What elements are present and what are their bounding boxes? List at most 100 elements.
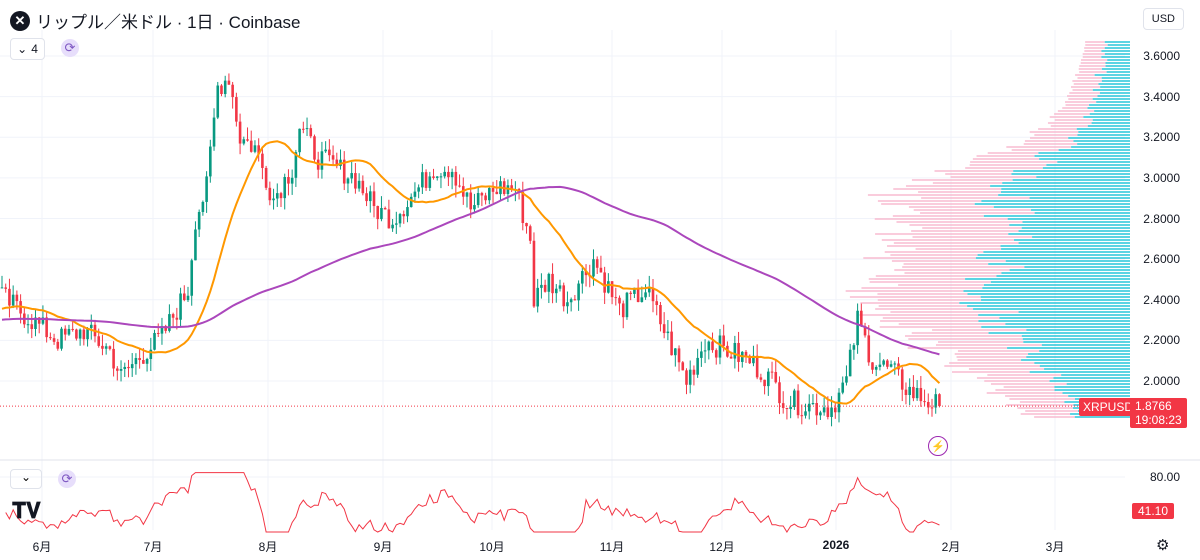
candle-body	[707, 341, 711, 351]
pane-collapse-button[interactable]: ⌄	[10, 469, 42, 489]
candle-body	[458, 185, 461, 187]
candle-body	[34, 317, 37, 329]
candle-body	[886, 360, 889, 367]
candle-body	[264, 167, 268, 188]
candle-body	[443, 171, 446, 177]
candle-body	[778, 382, 781, 404]
candle-body	[257, 145, 260, 154]
candle-body	[56, 341, 60, 349]
candle-body	[584, 271, 588, 276]
ma-slow-line	[1, 185, 940, 356]
candle-body	[592, 259, 595, 277]
candle-body	[156, 332, 160, 334]
price-tick: 3.4000	[1143, 89, 1180, 104]
time-tick: 3月	[1045, 540, 1065, 554]
candle-body	[15, 294, 19, 302]
candle-body	[424, 172, 428, 188]
candle-body	[599, 267, 603, 273]
candle-body	[714, 350, 718, 358]
candle-body	[692, 369, 696, 375]
lightning-icon[interactable]: ⚡	[928, 436, 948, 456]
candle-body	[101, 345, 104, 349]
candle-body	[268, 187, 272, 201]
candle-body	[227, 80, 231, 85]
candle-body	[841, 382, 845, 393]
candle-body	[130, 364, 134, 369]
xrp-logo-icon: ✕	[10, 10, 30, 31]
candle-body	[633, 287, 636, 294]
candle-body	[409, 196, 413, 208]
candle-body	[112, 348, 115, 369]
candle-body	[413, 191, 417, 197]
candle-body	[82, 329, 86, 340]
last-price: 1.8766	[1135, 399, 1172, 413]
gear-icon[interactable]: ⚙	[1156, 537, 1170, 554]
candle-body	[662, 324, 666, 334]
candle-body	[30, 324, 34, 329]
candle-body	[793, 390, 796, 407]
candle-body	[97, 336, 101, 346]
candle-body	[856, 310, 859, 346]
candle-body	[89, 324, 93, 329]
candle-body	[365, 193, 368, 202]
candle-body	[67, 328, 71, 335]
price-tick: 2.4000	[1143, 292, 1180, 307]
candle-body	[216, 85, 220, 118]
candle-body	[134, 358, 138, 365]
candle-body	[573, 299, 577, 301]
candle-body	[179, 293, 182, 320]
candle-body	[52, 338, 56, 342]
tradingview-logo[interactable]: 𝐓𝐕	[12, 498, 41, 523]
candle-body	[428, 176, 432, 188]
candle-body	[197, 211, 201, 230]
candle-body	[796, 390, 800, 416]
candle-body	[331, 155, 335, 160]
price-tick: 2.2000	[1143, 333, 1180, 348]
candle-body	[543, 284, 547, 292]
candle-body	[473, 205, 476, 210]
candle-body	[395, 223, 398, 225]
candle-body	[521, 191, 525, 224]
candle-body	[309, 128, 313, 137]
candle-body	[860, 310, 863, 327]
candle-body	[439, 176, 443, 178]
candle-body	[346, 178, 350, 184]
candle-body	[283, 177, 287, 199]
price-tick: 2.0000	[1143, 374, 1180, 388]
candle-body	[915, 387, 919, 399]
candle-body	[625, 292, 629, 318]
candle-body	[324, 149, 327, 152]
candle-body	[368, 191, 372, 202]
candle-body	[755, 355, 759, 378]
candle-body	[938, 394, 941, 407]
candle-body	[759, 377, 763, 380]
candle-body	[923, 401, 926, 403]
indicators-collapse-button[interactable]: ⌄ 4	[10, 38, 45, 60]
time-tick: 2026	[822, 538, 850, 552]
candle-body	[469, 192, 473, 210]
sync-icon[interactable]: ⟳	[61, 39, 79, 57]
candle-body	[328, 149, 331, 156]
candle-body	[354, 173, 357, 189]
candle-body	[302, 128, 305, 130]
time-tick: 6月	[32, 540, 52, 554]
candle-body	[655, 301, 659, 306]
candle-body	[900, 369, 904, 390]
candle-body	[313, 136, 316, 160]
candle-body	[402, 214, 406, 217]
candle-body	[447, 171, 450, 178]
currency-selector[interactable]: USD	[1142, 8, 1184, 30]
candle-body	[108, 346, 112, 349]
candle-body	[852, 345, 856, 350]
candle-body	[621, 303, 625, 318]
candle-body	[510, 185, 513, 190]
candle-body	[558, 285, 562, 289]
candle-body	[644, 292, 647, 298]
candle-body	[350, 173, 353, 179]
candle-body	[290, 177, 294, 184]
candle-body	[912, 386, 915, 399]
sync-icon[interactable]: ⟳	[58, 470, 76, 488]
candle-body	[807, 403, 811, 412]
candle-body	[138, 358, 141, 361]
